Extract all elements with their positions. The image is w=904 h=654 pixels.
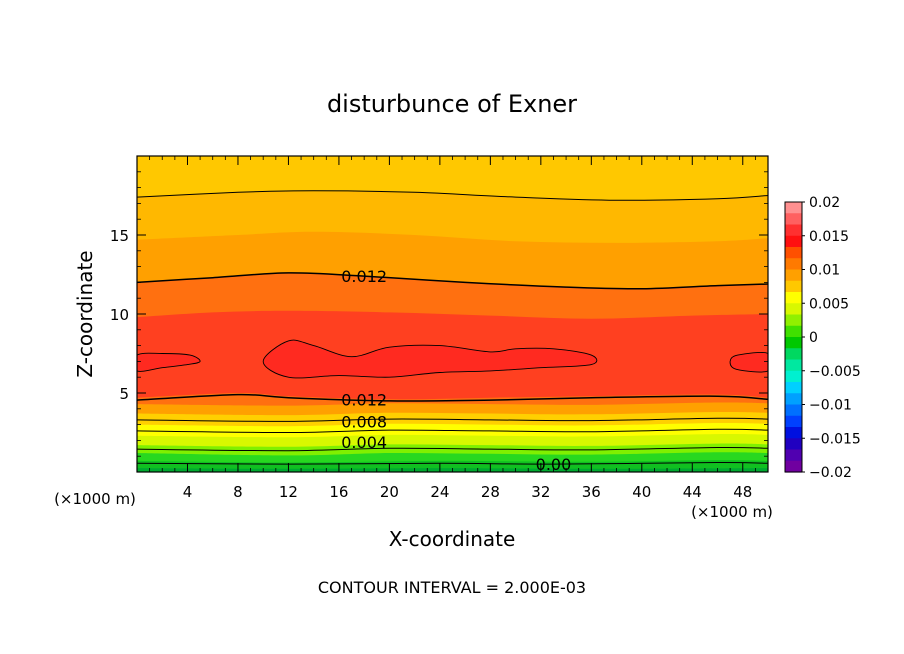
minor-ticks — [137, 156, 768, 472]
x-tick-label: 44 — [683, 483, 702, 501]
x-tick-label: 16 — [329, 483, 348, 501]
colorbar-swatch — [785, 235, 802, 248]
colorbar-tick-label: −0.01 — [809, 398, 852, 414]
x-tick-label: 32 — [531, 483, 550, 501]
colorbar-swatch — [785, 438, 802, 451]
colorbar-tick-label: 0.02 — [809, 195, 840, 211]
contour-label: 0.012 — [341, 267, 387, 286]
colorbar-swatch — [785, 348, 802, 361]
contour-label: 0.00 — [536, 455, 572, 474]
contour-line — [137, 417, 768, 422]
x-tick-label: 36 — [582, 483, 601, 501]
y-tick-label: 10 — [110, 306, 129, 324]
colorbar-swatch — [785, 314, 802, 327]
x-tick-label: 24 — [430, 483, 449, 501]
colorbar-swatch — [785, 393, 802, 406]
x-tick-label: 40 — [632, 483, 651, 501]
contour-line — [137, 393, 768, 402]
colorbar-tick-label: 0.015 — [809, 229, 849, 245]
colorbar-swatch — [785, 303, 802, 316]
colorbar-swatch — [785, 359, 802, 372]
colorbar-tick-label: −0.02 — [809, 465, 852, 481]
y-unit-label: (×1000 m) — [54, 490, 136, 508]
core-region — [262, 339, 598, 379]
colorbar-swatch — [785, 224, 802, 237]
colorbar-swatch — [785, 382, 802, 394]
colorbar-tick-label: 0.005 — [809, 296, 849, 312]
contour-lines — [137, 190, 768, 465]
contour-line — [137, 428, 768, 434]
x-tick-label: 28 — [481, 483, 500, 501]
colorbar-tick-label: 0 — [809, 330, 818, 346]
x-tick-label: 48 — [733, 483, 752, 501]
colorbar-swatch — [785, 292, 802, 304]
x-axis: 4 8 12 16 20 24 28 32 36 40 44 48 — [183, 156, 752, 501]
y-tick-label: 5 — [119, 385, 129, 403]
contour-line — [137, 446, 768, 452]
x-tick-label: 12 — [279, 483, 298, 501]
colorbar-swatch — [785, 202, 802, 214]
contour-interval-note: CONTOUR INTERVAL = 2.000E-03 — [318, 578, 586, 597]
y-tick-label: 15 — [110, 227, 129, 245]
contour-label: 0.012 — [341, 390, 387, 409]
colorbar-swatch — [785, 427, 802, 439]
contour-line — [137, 461, 768, 465]
colorbar-tick-label: 0.01 — [809, 263, 840, 279]
colorbar-swatch — [785, 404, 802, 417]
x-unit-label: (×1000 m) — [691, 503, 773, 521]
contour-label: 0.008 — [341, 412, 387, 431]
colorbar-swatch — [785, 269, 802, 282]
colorbar: 0.02 0.015 0.01 0.005 0 −0.005 −0.01 −0.015 −0.0… — [784, 195, 861, 481]
colorbar-tick-label: −0.015 — [809, 431, 861, 447]
x-axis-label: X-coordinate — [389, 527, 516, 551]
colorbar-swatch — [785, 325, 802, 338]
core-region — [137, 352, 201, 372]
colorbar-swatch — [785, 213, 802, 226]
colorbar-swatch — [785, 460, 802, 473]
core-region — [729, 352, 768, 373]
x-tick-label: 4 — [183, 483, 193, 501]
contour-line — [137, 272, 768, 290]
chart-title: disturbunce of Exner — [327, 90, 577, 118]
colorbar-tick-label: −0.005 — [809, 364, 861, 380]
colorbar-swatch — [785, 337, 802, 349]
y-axis: 5 10 15 — [110, 227, 768, 403]
colorbar-swatch — [785, 258, 802, 271]
x-tick-label: 20 — [380, 483, 399, 501]
contour-label: 0.004 — [341, 433, 387, 452]
colorbar-swatch — [785, 415, 802, 428]
colorbar-swatch — [785, 247, 802, 259]
colorbar-swatch — [785, 280, 802, 293]
contour-bands — [137, 156, 768, 472]
contour-labels: 0.012 0.012 0.008 0.004 0.00 — [341, 267, 571, 474]
x-tick-label: 8 — [233, 483, 243, 501]
colorbar-swatch — [785, 370, 802, 383]
colorbar-swatch — [785, 449, 802, 462]
y-axis-label: Z-coordinate — [73, 250, 97, 377]
contour-line — [137, 190, 768, 201]
